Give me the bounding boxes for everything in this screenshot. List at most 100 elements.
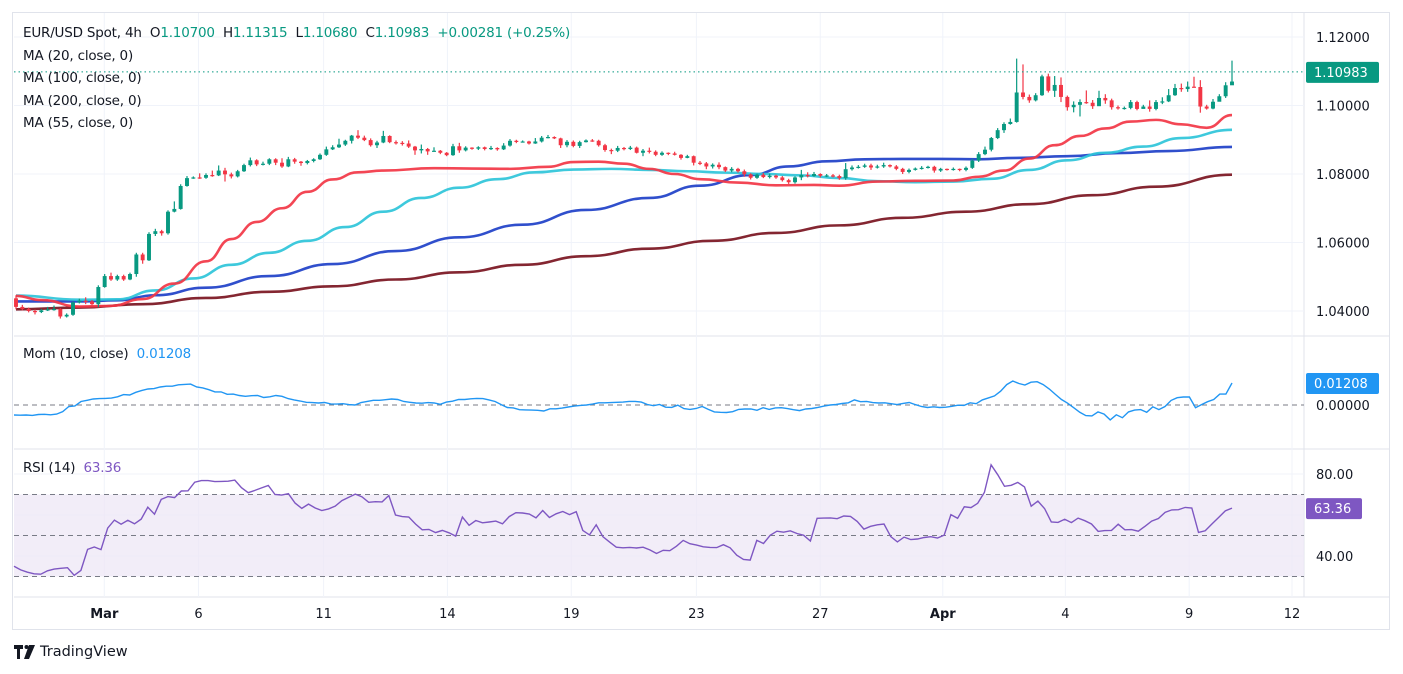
time-tick-label: 23 <box>688 607 705 622</box>
candle-body <box>653 151 658 155</box>
candle <box>204 173 208 179</box>
candle <box>159 229 164 236</box>
candle-body <box>1027 96 1032 101</box>
candle-body <box>615 147 620 151</box>
candle-body <box>204 175 208 178</box>
candle-body <box>932 166 937 171</box>
candle <box>33 309 37 315</box>
momentum-title[interactable]: Mom (10, close) <box>23 346 129 362</box>
candle <box>185 176 189 187</box>
candle-body <box>292 159 297 162</box>
candle <box>368 138 373 147</box>
candle <box>755 173 759 179</box>
change-value: +0.00281 (+0.25%) <box>437 25 571 41</box>
candle <box>938 167 943 172</box>
candle <box>546 134 550 139</box>
candle <box>793 176 797 184</box>
candle <box>77 298 82 304</box>
open-label: O <box>149 25 161 41</box>
candle <box>584 139 588 143</box>
candle-body <box>90 301 94 305</box>
candle <box>704 162 709 170</box>
candle-body <box>305 160 310 164</box>
rsi-tick-label: 40.00 <box>1316 550 1353 565</box>
candle-body <box>1217 96 1222 102</box>
candle <box>1084 90 1089 104</box>
candle <box>134 252 139 277</box>
candle <box>1071 101 1076 113</box>
candle <box>356 130 360 140</box>
price-axis[interactable]: 1.12000 1.10000 1.08000 1.06000 1.04000 0.000… <box>1316 31 1370 565</box>
candle <box>305 159 310 165</box>
candle <box>679 154 683 160</box>
candle <box>862 163 867 168</box>
candle <box>571 140 576 148</box>
candle-body <box>166 211 170 234</box>
candle-body <box>793 177 797 183</box>
candle <box>527 140 531 145</box>
candle-body <box>1033 95 1038 101</box>
candle-body <box>432 150 436 152</box>
candle <box>818 173 823 178</box>
candle-body <box>324 149 329 155</box>
candle-body <box>216 170 221 176</box>
candle-body <box>1008 121 1013 124</box>
candle-body <box>533 141 538 144</box>
candle <box>286 156 291 168</box>
candle <box>805 172 810 178</box>
candle-body <box>641 150 645 153</box>
momentum-tick-label: 0.00000 <box>1316 399 1370 414</box>
candle-body <box>248 160 253 166</box>
candle-body <box>742 171 747 175</box>
candle <box>1033 93 1038 102</box>
candle-body <box>463 147 468 151</box>
candle-body <box>710 164 715 167</box>
candle <box>280 158 284 168</box>
momentum-group <box>13 380 1304 421</box>
candle <box>508 139 512 147</box>
candle <box>634 146 639 154</box>
candle-body <box>989 138 994 150</box>
candle-body <box>438 150 443 153</box>
candle <box>989 137 994 152</box>
time-tick-label: 14 <box>439 607 456 622</box>
candle <box>603 143 607 152</box>
candle-body <box>343 140 348 145</box>
candle-body <box>748 174 753 178</box>
candle-body <box>1116 107 1120 109</box>
rsi-legend: RSI (14) 63.36 <box>23 460 121 476</box>
ma100-legend[interactable]: MA (100, close, 0) <box>23 70 142 86</box>
candle-body <box>577 142 582 146</box>
candle <box>489 145 493 151</box>
ma200-legend[interactable]: MA (200, close, 0) <box>23 92 142 109</box>
time-tick-label: 6 <box>194 607 202 622</box>
candle-body <box>115 276 120 280</box>
candle <box>1116 105 1120 110</box>
candle <box>419 144 424 154</box>
candle <box>153 228 158 236</box>
ma20-legend[interactable]: MA (20, close, 0) <box>23 47 134 64</box>
candle-body <box>1204 106 1209 109</box>
candle <box>672 151 677 156</box>
candle-body <box>223 170 227 175</box>
candle-body <box>387 135 392 143</box>
symbol-title[interactable]: EUR/USD Spot, 4h <box>23 25 142 41</box>
candle-body <box>970 160 975 168</box>
candle <box>558 137 563 148</box>
candle-body <box>736 168 740 172</box>
candle <box>710 163 715 169</box>
candle-body <box>159 231 164 234</box>
candle <box>1078 99 1082 117</box>
candle <box>45 306 50 311</box>
candle <box>1160 97 1165 105</box>
candle-body <box>191 177 196 179</box>
ma55-legend[interactable]: MA (55, close, 0) <box>23 115 134 131</box>
tradingview-logo[interactable]: TradingView <box>14 644 128 660</box>
candle <box>343 139 348 146</box>
candle <box>1135 100 1139 111</box>
candle-body <box>1230 81 1234 86</box>
rsi-title[interactable]: RSI (14) <box>23 460 76 476</box>
candle-body <box>685 156 690 158</box>
time-axis[interactable]: Mar 6 11 14 19 23 27 Apr 4 9 12 <box>90 607 1300 622</box>
